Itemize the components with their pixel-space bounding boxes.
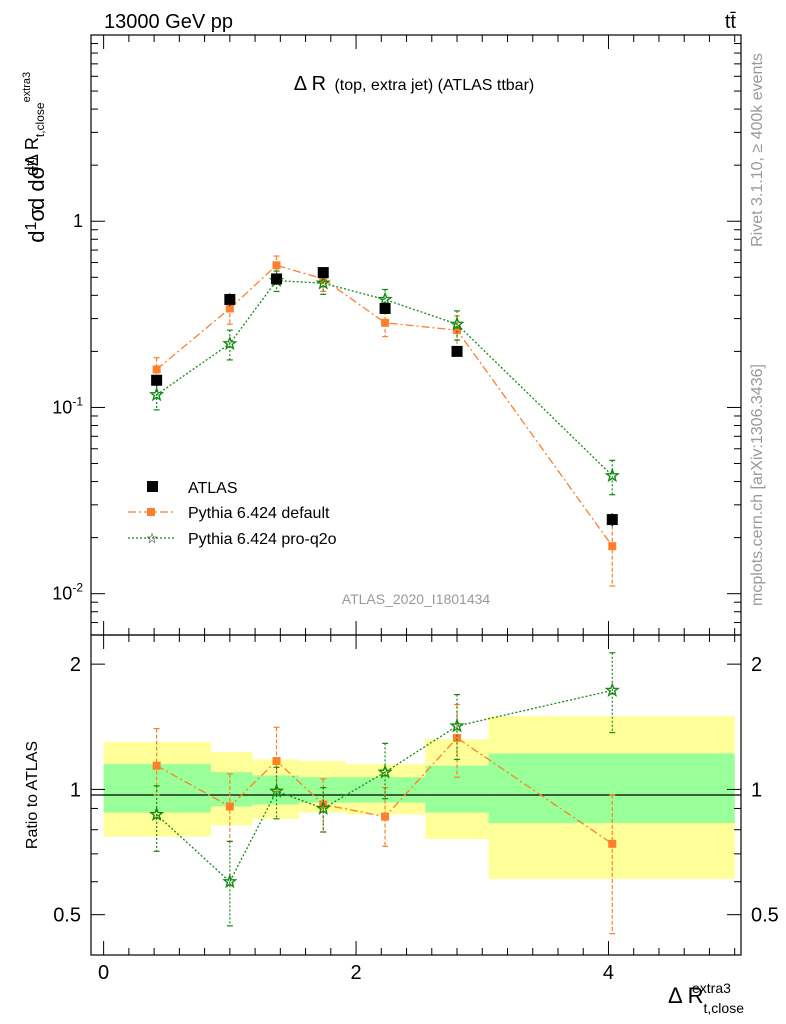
ratio-x-tick-label: 2	[350, 962, 361, 984]
ratio-y-tick-label-right: 2	[751, 654, 762, 676]
ratio-point-proq2o	[149, 806, 165, 822]
data-point-atlas	[451, 345, 463, 357]
ratio-y-axis-label: Ratio to ATLAS	[24, 741, 41, 849]
ratio-x-tick-label: 4	[603, 962, 614, 984]
ratio-point-proq2o	[268, 783, 285, 798]
ratio-y-tick-label: 2	[70, 654, 81, 676]
data-point-default	[453, 326, 462, 335]
legend-label-default: Pythia 6.424 default	[188, 505, 330, 522]
main-y-tick-label: 1	[73, 211, 83, 231]
data-point-atlas	[151, 374, 163, 386]
legend-marker-proq2o: ☆	[146, 530, 159, 546]
data-point-atlas	[271, 273, 283, 285]
data-point-proq2o	[149, 386, 165, 402]
rivet-version-label: Rivet 3.1.10, ≥ 400k events	[749, 53, 766, 247]
band-green	[103, 764, 211, 813]
band-green	[488, 753, 735, 824]
ratio-point-proq2o	[604, 682, 620, 697]
plot-title-main: Δ R	[294, 73, 326, 95]
data-point-default	[381, 318, 390, 327]
data-point-proq2o	[222, 335, 238, 351]
band-green	[210, 772, 253, 807]
main-x-ticks	[103, 35, 736, 635]
analysis-label: ATLAS_2020_I1801434	[342, 591, 491, 607]
ratio-point-proq2o	[449, 718, 465, 733]
legend-item-proq2o: ☆ Pythia 6.424 pro-q2o	[128, 530, 337, 548]
main-data-marks	[149, 255, 620, 587]
ratio-x-ticks: 0 2 4	[98, 635, 736, 984]
ratio-y-tick-label: 0.5	[53, 905, 81, 927]
legend-item-default: Pythia 6.424 default	[128, 505, 330, 522]
ratio-point-default	[608, 839, 617, 848]
legend: ATLAS Pythia 6.424 default ☆ Pythia 6.42…	[128, 480, 337, 548]
data-point-default	[608, 542, 617, 551]
data-point-atlas	[379, 302, 391, 314]
legend-marker-default	[147, 508, 155, 516]
data-point-proq2o	[449, 316, 465, 331]
ratio-point-default	[453, 733, 462, 742]
data-point-default	[272, 261, 281, 270]
ratio-y-tick-label: 1	[70, 779, 81, 801]
band-green	[252, 775, 300, 805]
main-y-axis-label: d1σd dσttj dΔ Rt,closeextra3	[21, 72, 49, 243]
main-y-tick-label: 10-1	[52, 394, 83, 417]
ratio-point-proq2o	[377, 764, 393, 779]
data-point-proq2o	[604, 467, 620, 483]
ratio-point-default	[381, 812, 390, 821]
main-panel: 1 10-1 10-2 Δ R (top, extra jet) (ATLAS tt…	[21, 34, 742, 636]
main-y-tick-label: 10-2	[52, 581, 83, 604]
ratio-data-marks	[149, 652, 620, 935]
mcplots-label: mcplots.cern.ch [arXiv:1306.3436]	[749, 364, 766, 606]
data-point-atlas	[317, 267, 329, 279]
data-point-default	[225, 304, 234, 313]
ratio-y-ticks: 0.5 0.5 1 1 2 2	[53, 654, 779, 956]
data-point-proq2o	[315, 275, 331, 290]
ratio-point-proq2o	[222, 873, 238, 889]
plot-title-sub: (top, extra jet) (ATLAS ttbar)	[334, 77, 534, 94]
process-label: tt̄	[725, 11, 737, 33]
legend-item-atlas: ATLAS	[147, 480, 238, 497]
ratio-y-tick-label-right: 1	[751, 779, 762, 801]
energy-label: 13000 GeV pp	[104, 11, 233, 33]
ratio-uncertainty-bands	[103, 716, 735, 879]
band-green	[299, 777, 346, 803]
data-point-default	[152, 365, 161, 374]
ratio-y-tick-label-right: 0.5	[751, 905, 779, 927]
legend-marker-atlas	[147, 481, 158, 492]
ratio-point-proq2o	[315, 800, 331, 815]
svg-text:dΔ Rt,closeextra3: dΔ Rt,closeextra3	[21, 72, 47, 176]
ratio-point-default	[225, 802, 234, 811]
svg-text:d1σd dσttj: d1σd dσttj	[23, 157, 49, 243]
plot-title: Δ R (top, extra jet) (ATLAS ttbar)	[294, 73, 534, 95]
ratio-point-default	[272, 757, 281, 766]
legend-label-atlas: ATLAS	[188, 480, 238, 497]
data-point-proq2o	[377, 291, 393, 306]
x-axis-label: Δ Rt,closeextra3	[668, 980, 744, 1016]
data-point-atlas	[606, 514, 618, 526]
data-point-atlas	[224, 293, 236, 305]
legend-label-proq2o: Pythia 6.424 pro-q2o	[188, 531, 337, 548]
ratio-plot-frame	[90, 634, 742, 956]
ratio-panel: 0.5 0.5 1 1 2 2 0 2 4 Ratio to ATLAS Δ Rt,close…	[24, 634, 779, 1016]
ratio-x-tick-label: 0	[98, 962, 109, 984]
ratio-point-default	[152, 761, 161, 770]
main-y-ticks: 1 10-1 10-2	[52, 34, 741, 636]
